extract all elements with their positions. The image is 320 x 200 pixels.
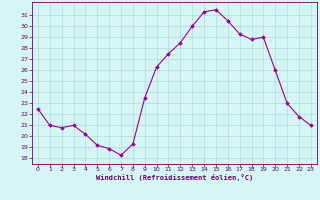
X-axis label: Windchill (Refroidissement éolien,°C): Windchill (Refroidissement éolien,°C) xyxy=(96,174,253,181)
